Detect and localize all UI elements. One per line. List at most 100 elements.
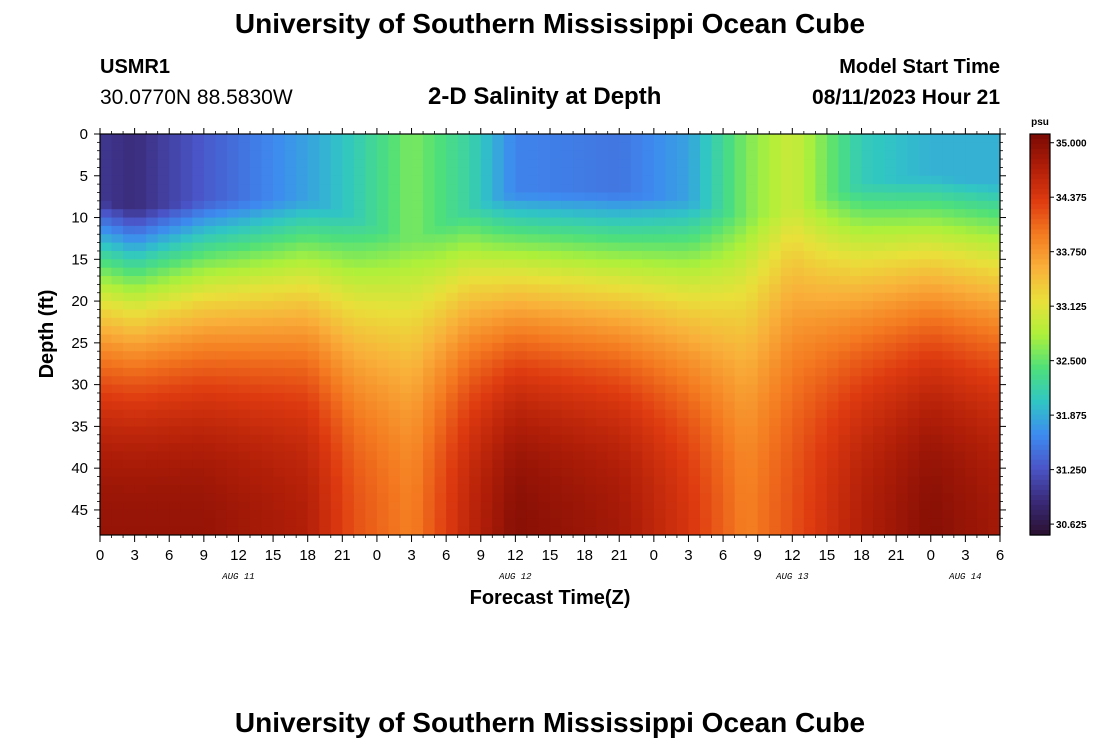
heatmap-cell: [665, 401, 678, 411]
heatmap-cell: [734, 234, 747, 244]
heatmap-cell: [307, 392, 320, 402]
heatmap-cell: [884, 259, 897, 269]
heatmap-cell: [365, 242, 378, 252]
heatmap-cell: [630, 225, 643, 235]
heatmap-cell: [503, 401, 516, 411]
heatmap-cell: [192, 217, 205, 227]
heatmap-cell: [538, 376, 551, 386]
heatmap-cell: [561, 309, 574, 319]
heatmap-cell: [607, 267, 620, 277]
heatmap-cell: [457, 451, 470, 461]
heatmap-cell: [723, 209, 736, 219]
heatmap-cell: [711, 334, 724, 344]
heatmap-cell: [769, 351, 782, 361]
heatmap-cell: [746, 192, 759, 202]
heatmap-cell: [653, 192, 666, 202]
heatmap-cell: [400, 267, 413, 277]
heatmap-cell: [757, 250, 770, 260]
heatmap-cell: [388, 468, 401, 478]
heatmap-cell: [446, 250, 459, 260]
heatmap-cell: [400, 509, 413, 519]
heatmap-cell: [826, 376, 840, 386]
heatmap-cell: [353, 301, 366, 311]
heatmap-cell: [550, 501, 563, 511]
heatmap-cell: [169, 292, 182, 302]
heatmap-cell: [850, 401, 863, 411]
heatmap-cell: [400, 342, 413, 352]
heatmap-cell: [584, 192, 597, 202]
heatmap-cell: [480, 192, 493, 202]
heatmap-cell: [861, 459, 874, 469]
heatmap-cell: [446, 418, 459, 427]
heatmap-cell: [953, 384, 966, 394]
heatmap-cell: [526, 501, 540, 511]
heatmap-cell: [203, 267, 216, 277]
heatmap-cell: [584, 392, 597, 402]
heatmap-cell: [861, 276, 874, 285]
heatmap-cell: [261, 217, 274, 227]
heatmap-cell: [838, 509, 851, 519]
heatmap-cell: [492, 175, 505, 185]
heatmap-cell: [469, 418, 482, 427]
heatmap-cell: [411, 192, 424, 202]
heatmap-cell: [388, 234, 401, 244]
heatmap-cell: [273, 418, 286, 427]
heatmap-cell: [284, 234, 297, 244]
heatmap-cell: [607, 392, 620, 402]
heatmap-cell: [838, 184, 851, 194]
heatmap-cell: [746, 418, 759, 427]
heatmap-cell: [723, 242, 736, 252]
heatmap-cell: [919, 267, 932, 277]
heatmap-cell: [388, 434, 401, 444]
heatmap-cell: [930, 509, 943, 519]
heatmap-cell: [803, 434, 816, 444]
heatmap-cell: [965, 225, 978, 235]
colorbar-tick-label: 31.875: [1056, 411, 1087, 422]
heatmap-cell: [953, 376, 966, 386]
heatmap-cell: [226, 234, 240, 244]
heatmap-cell: [746, 175, 759, 185]
heatmap-cell: [123, 184, 136, 194]
heatmap-cell: [757, 518, 770, 528]
heatmap-cell: [746, 225, 759, 235]
heatmap-cell: [284, 451, 297, 461]
heatmap-cell: [146, 526, 159, 535]
heatmap-cell: [411, 426, 424, 436]
heatmap-cell: [792, 267, 805, 277]
heatmap-cell: [157, 142, 170, 152]
heatmap-cell: [353, 409, 366, 419]
heatmap-cell: [376, 192, 390, 202]
heatmap-cell: [492, 284, 505, 294]
heatmap-cell: [607, 359, 620, 369]
heatmap-cell: [850, 418, 863, 427]
heatmap-cell: [284, 384, 297, 394]
heatmap-cell: [100, 192, 113, 202]
heatmap-cell: [919, 234, 932, 244]
heatmap-cell: [296, 134, 309, 143]
heatmap-cell: [111, 493, 124, 503]
x-tick-label: 21: [611, 547, 628, 564]
heatmap-cell: [296, 351, 309, 361]
heatmap-cell: [561, 426, 574, 436]
heatmap-cell: [746, 484, 759, 494]
heatmap-cell: [526, 200, 540, 210]
heatmap-cell: [965, 409, 978, 419]
heatmap-cell: [376, 384, 390, 394]
heatmap-cell: [100, 334, 113, 344]
heatmap-cell: [711, 443, 724, 453]
heatmap-cell: [676, 234, 690, 244]
heatmap-cell: [850, 267, 863, 277]
heatmap-cell: [261, 418, 274, 427]
heatmap-cell: [434, 242, 447, 252]
heatmap-cell: [388, 326, 401, 336]
heatmap-cell: [250, 426, 263, 436]
heatmap-cell: [307, 351, 320, 361]
heatmap-cell: [238, 184, 251, 194]
day-label: AUG 11: [221, 572, 254, 582]
heatmap-cell: [180, 443, 193, 453]
heatmap-cell: [630, 175, 643, 185]
heatmap-cell: [561, 392, 574, 402]
x-tick-label: 0: [927, 547, 935, 564]
y-tick-label: 45: [71, 502, 88, 519]
heatmap-cell: [723, 401, 736, 411]
